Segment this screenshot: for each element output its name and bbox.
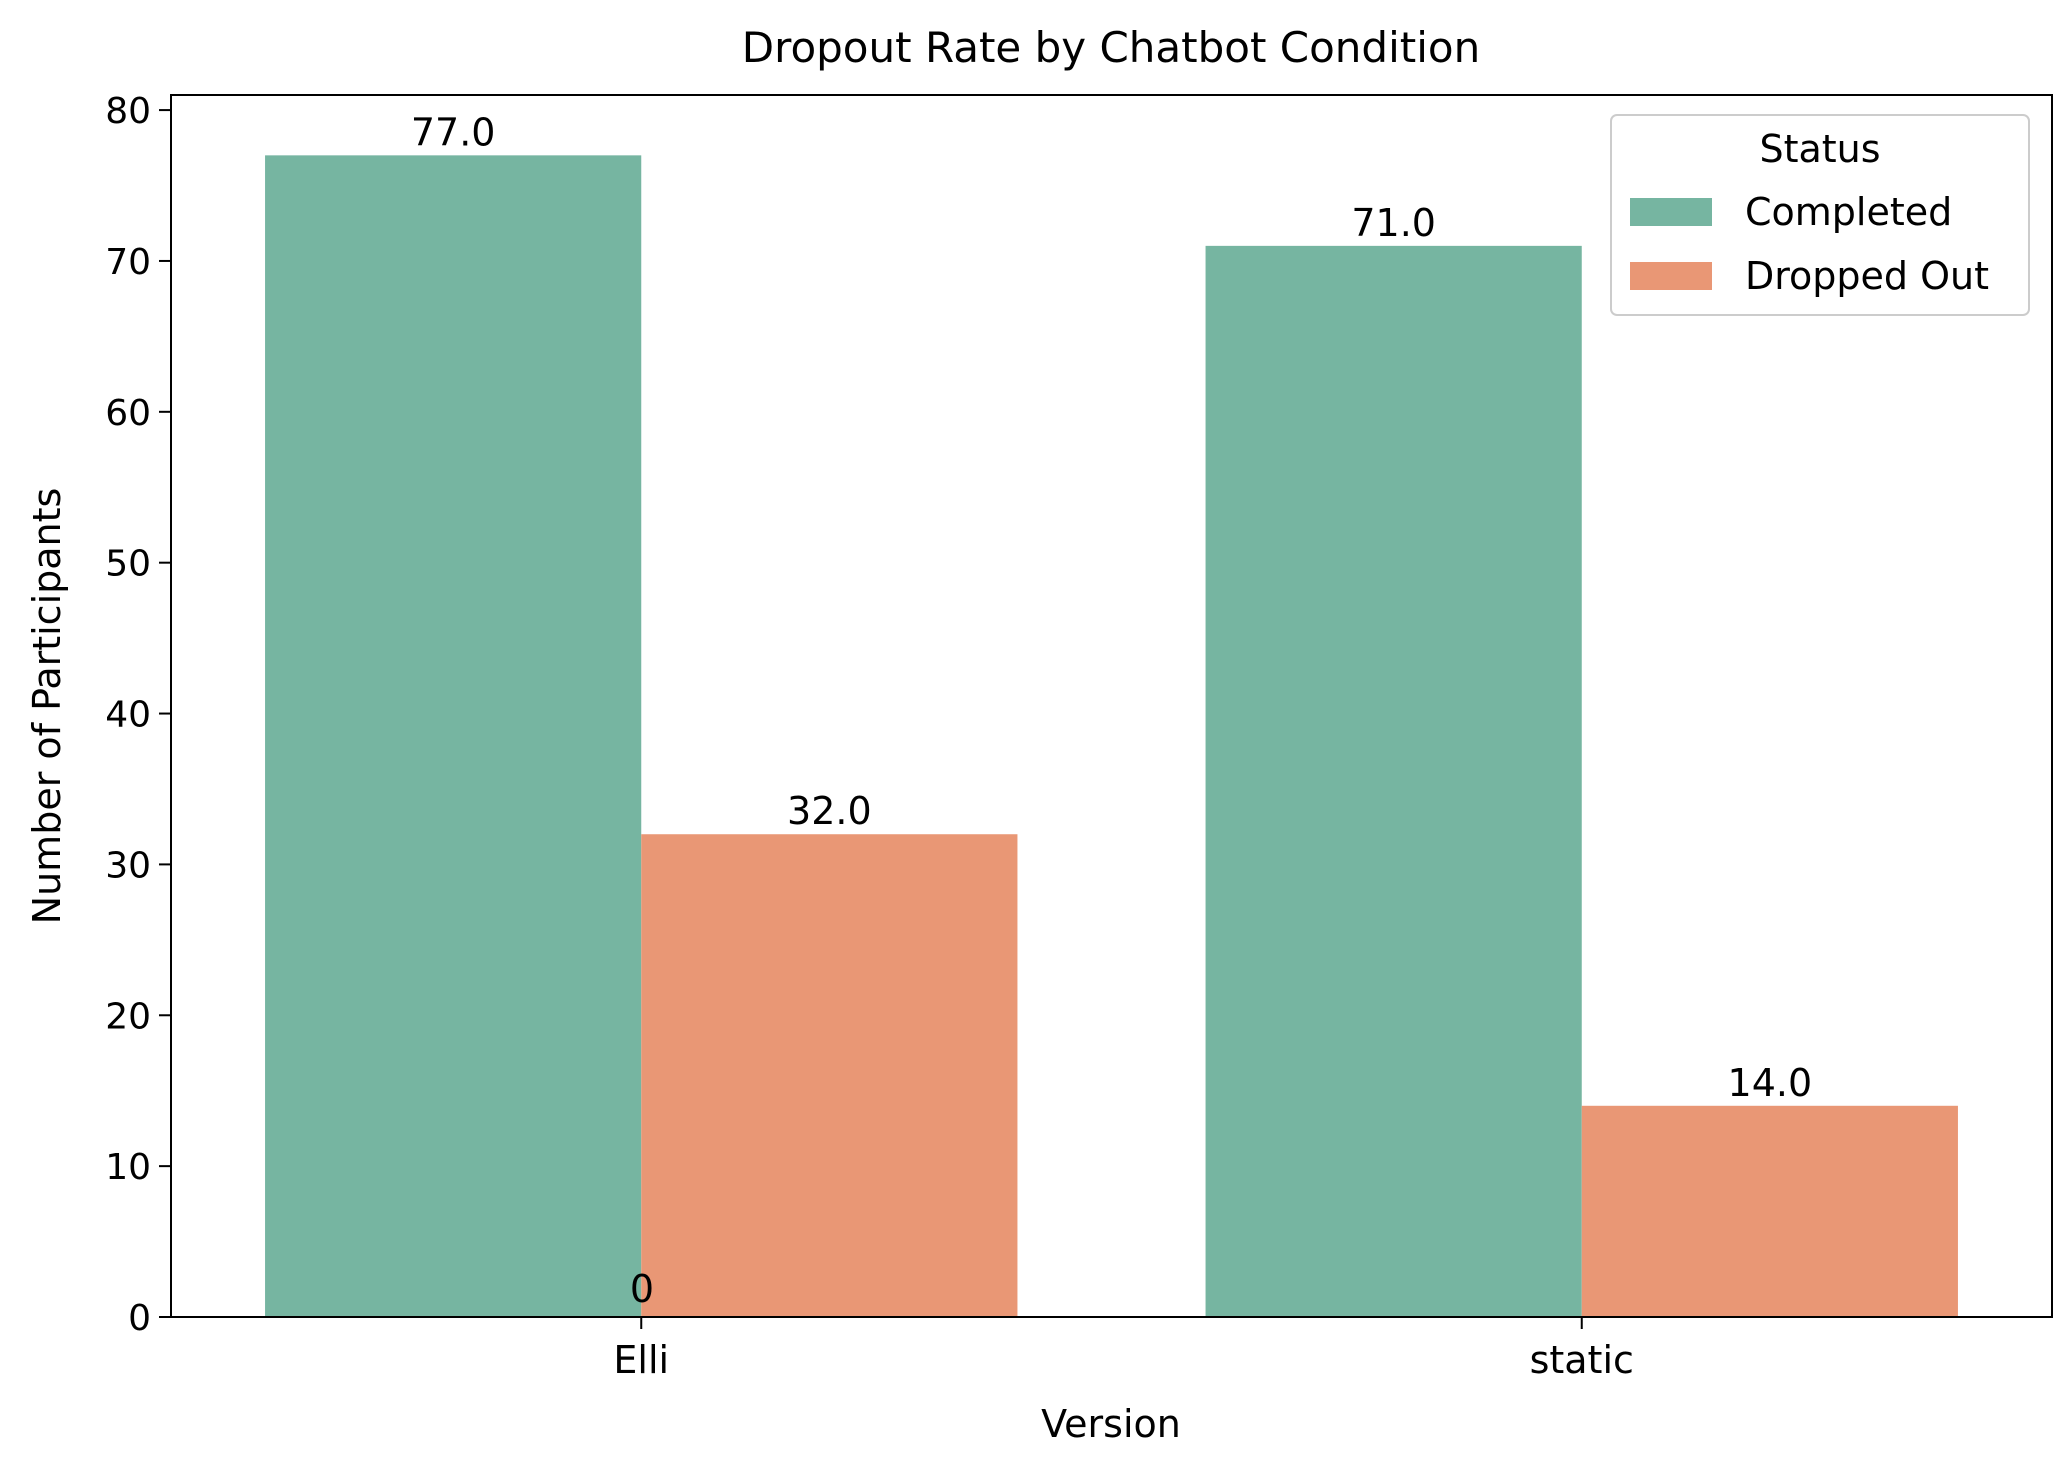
y-tick-label: 70 — [105, 242, 151, 283]
bar-dropped-out-elli — [641, 834, 1018, 1317]
bar-labels: 77.0 71.0 32.0 14.0 — [411, 110, 1812, 1104]
x-axis-title: Version — [1041, 1402, 1181, 1446]
legend-swatch-completed — [1630, 198, 1712, 226]
y-tick-label: 10 — [105, 1147, 151, 1188]
legend: Status Completed Dropped Out — [1610, 114, 2030, 316]
y-tick-label: 20 — [105, 996, 151, 1037]
zero-annotation: 0 — [630, 1267, 654, 1311]
y-tick-label: 40 — [105, 695, 151, 736]
y-tick-label: 80 — [105, 91, 151, 132]
y-tick-label: 30 — [105, 845, 151, 886]
x-axis: Elli static — [613, 1317, 1634, 1382]
bar-dropped-out-static — [1581, 1105, 1958, 1317]
bar-completed-elli — [265, 155, 642, 1317]
legend-box — [1610, 114, 2030, 316]
x-tick-label-elli: Elli — [613, 1338, 669, 1382]
y-tick-label: 0 — [128, 1298, 151, 1339]
plot-frame — [170, 94, 2053, 1318]
y-axis: 0 10 20 30 40 50 60 70 80 — [105, 91, 171, 1339]
bar-label-dropped-out-static: 14.0 — [1728, 1061, 1813, 1105]
bars — [265, 155, 1958, 1317]
bar-label-completed-elli: 77.0 — [411, 110, 496, 154]
bar-completed-static — [1205, 245, 1582, 1317]
chart-title: Dropout Rate by Chatbot Condition — [742, 23, 1480, 72]
legend-label-dropped-out: Dropped Out — [1745, 254, 1989, 298]
bar-label-dropped-out-elli: 32.0 — [787, 789, 872, 833]
legend-title: Status — [1759, 127, 1880, 171]
y-axis-title: Number of Participants — [25, 488, 69, 925]
x-tick-label-static: static — [1530, 1338, 1634, 1382]
y-tick-label: 60 — [105, 393, 151, 434]
y-tick-label: 50 — [105, 544, 151, 585]
bar-label-completed-static: 71.0 — [1351, 201, 1436, 245]
legend-label-completed: Completed — [1745, 190, 1952, 234]
legend-swatch-dropped-out — [1630, 262, 1712, 290]
